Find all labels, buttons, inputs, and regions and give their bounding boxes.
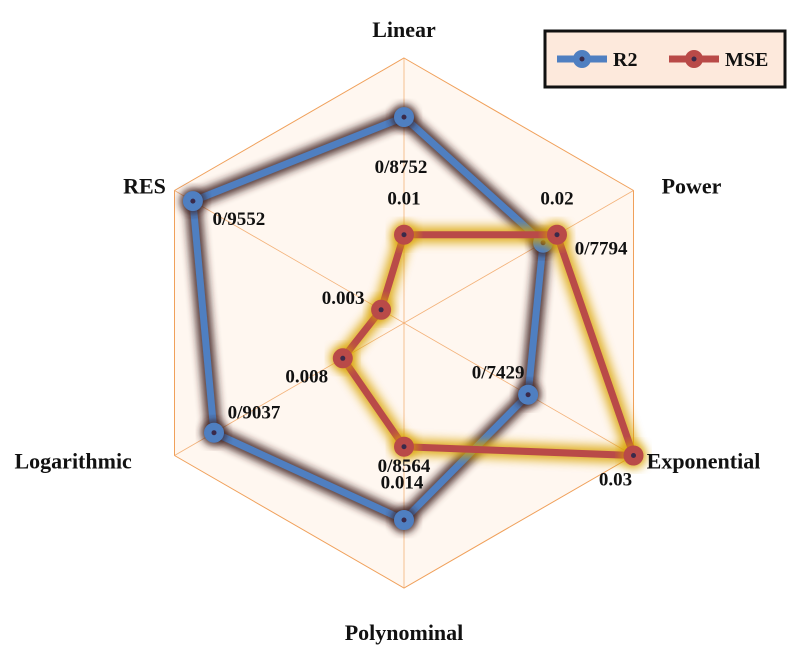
data-label-mse-exponential: 0.03 (599, 470, 632, 491)
data-point-core (211, 430, 217, 436)
grid-spoke (174, 190, 405, 324)
data-label-mse-power: 0.02 (540, 189, 573, 210)
axis-label-polynominal: Polynominal (345, 620, 464, 645)
label-layer: Linear Power Exponential Polynominal Logarit… (15, 17, 761, 645)
legend-swatch-core (691, 56, 697, 62)
data-point-core (401, 232, 407, 238)
grid-spoke (403, 190, 634, 324)
data-label-mse-res: 0.003 (322, 288, 365, 309)
data-point-core (554, 232, 560, 238)
data-point-core (401, 517, 407, 523)
data-label-r2-res: 0/9552 (213, 209, 266, 230)
data-label-r2-logarithmic: 0/9037 (228, 403, 281, 424)
data-label-r2-linear: 0/8752 (375, 157, 428, 178)
axis-label-exponential: Exponential (647, 449, 761, 474)
data-point-core (525, 392, 531, 398)
axis-label-res: RES (123, 174, 166, 199)
data-label-mse-logarithmic: 0.008 (285, 366, 328, 387)
data-point-core (631, 453, 636, 458)
data-point-core (340, 355, 346, 361)
data-label-r2-polynominal: 0/8564 (378, 456, 431, 477)
legend: R2 MSE (543, 29, 787, 89)
series-mse (329, 221, 647, 469)
series-layer (179, 104, 647, 533)
axis-label-logarithmic: Logarithmic (15, 449, 133, 474)
legend-swatch-core (579, 56, 585, 62)
data-point-core (378, 307, 384, 313)
data-point-core (401, 444, 407, 450)
legend-label-mse: MSE (725, 49, 768, 71)
data-label-r2-exponential: 0/7429 (472, 363, 525, 384)
data-label-r2-power: 0/7794 (575, 239, 628, 260)
axis-label-linear: Linear (372, 17, 436, 42)
data-label-mse-polynominal: 0.014 (381, 473, 424, 494)
data-point-core (401, 114, 407, 120)
data-label-mse-linear: 0.01 (387, 189, 420, 210)
data-point-core (190, 198, 196, 204)
legend-label-r2: R2 (613, 49, 637, 71)
axis-label-power: Power (662, 174, 722, 199)
